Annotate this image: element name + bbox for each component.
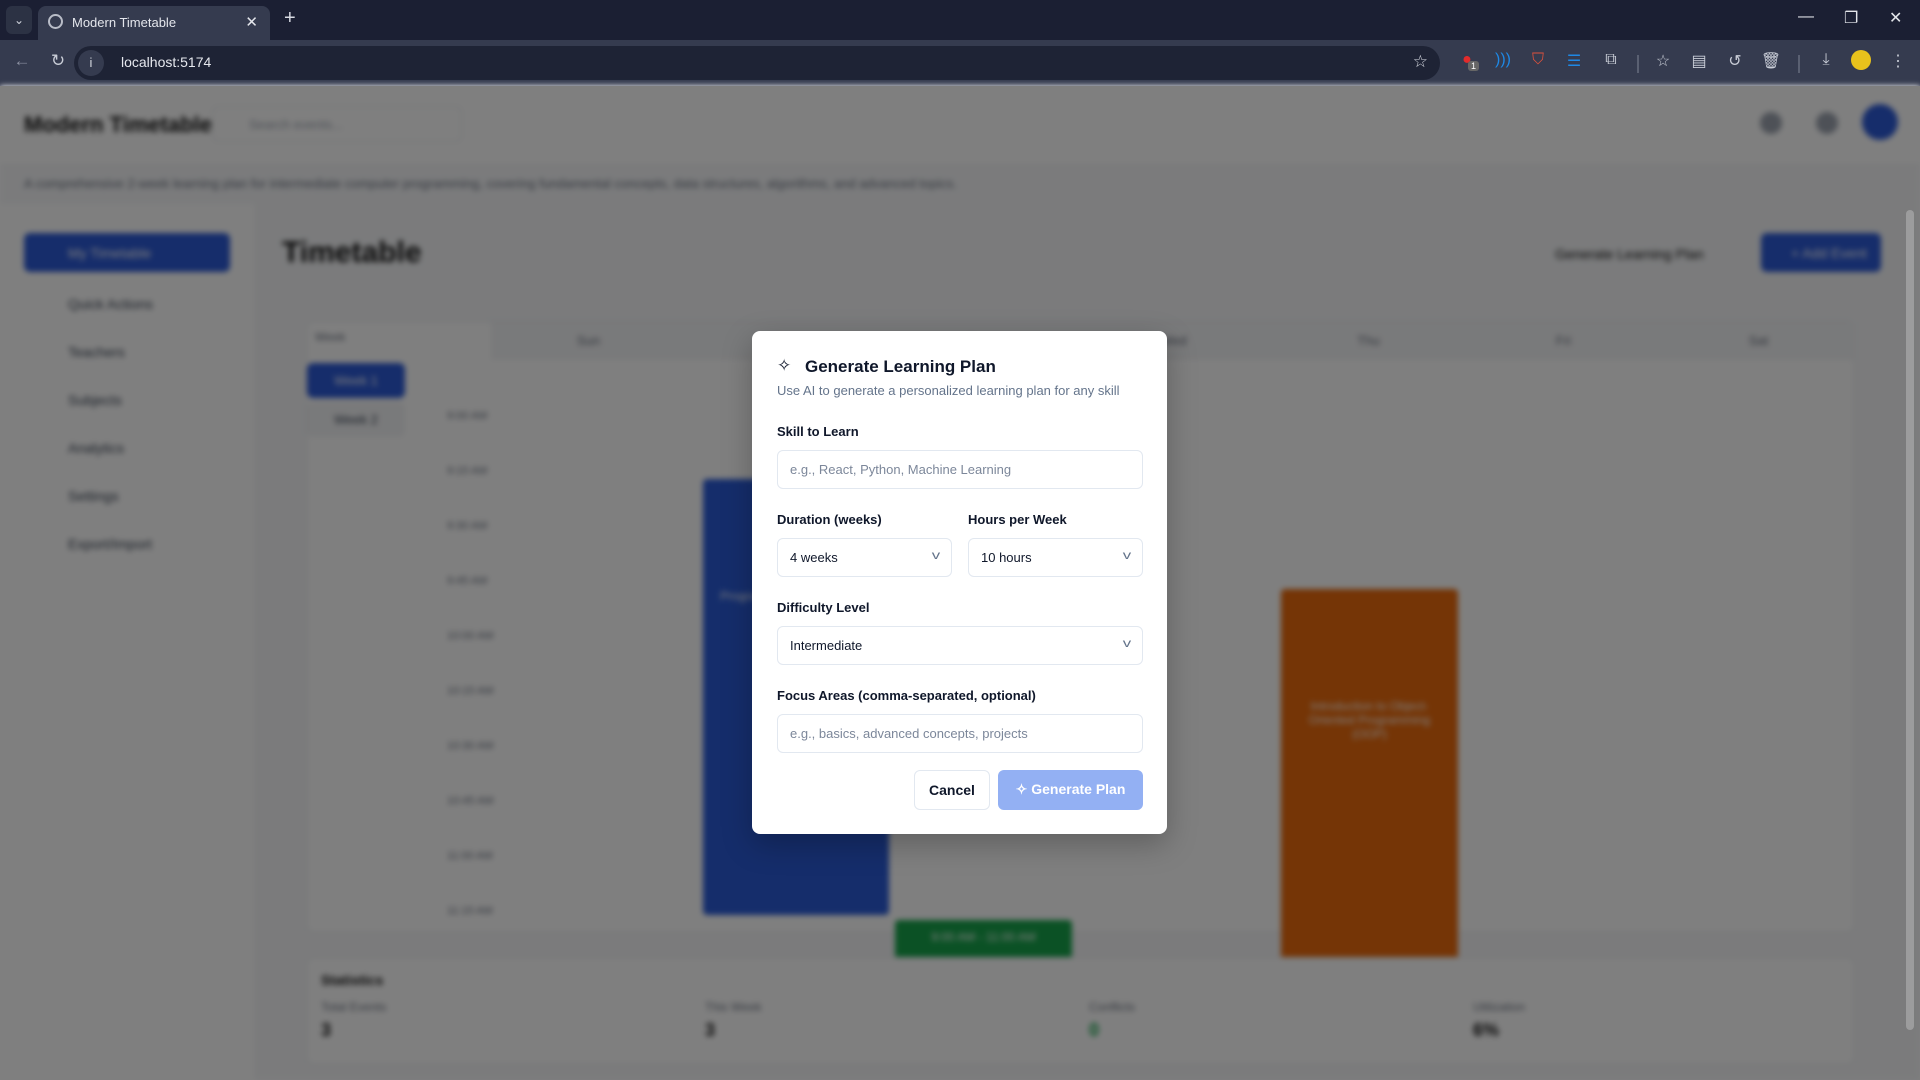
extension-badge: 1 [1468,61,1480,71]
menu-dots-icon[interactable]: ⋮ [1890,53,1906,70]
toolbar-divider [1637,55,1639,73]
browser-toolbar: ← ↻ i localhost:5174 ☆ ● 1 ))) ⛉ ☰ ⧉ ☆ ▤ … [0,40,1920,86]
extension-list-icon[interactable]: ☰ [1566,53,1582,70]
browser-tab[interactable]: Modern Timetable ✕ [38,6,270,40]
cancel-button[interactable]: Cancel [914,770,990,810]
chevron-down-icon: v [1122,636,1132,650]
focus-label: Focus Areas (comma-separated, optional) [777,688,1036,703]
close-tab-icon[interactable]: ✕ [245,14,258,31]
new-tab-button[interactable]: + [284,7,296,29]
address-bar[interactable]: i localhost:5174 ☆ [74,46,1440,80]
close-window-button[interactable]: ✕ [1889,10,1903,27]
extensions-puzzle-icon[interactable]: ⧉ [1605,51,1617,68]
toolbar-divider [1798,55,1800,73]
hours-label: Hours per Week [968,512,1067,527]
history-icon[interactable]: ↺ [1728,53,1742,70]
generate-plan-label: Generate Plan [1031,781,1126,797]
chevron-down-icon: v [1122,548,1132,562]
generate-plan-button[interactable]: ✧ Generate Plan [998,770,1143,810]
dialog-title: Generate Learning Plan [805,357,996,376]
focus-input[interactable]: e.g., basics, advanced concepts, project… [777,714,1143,753]
duration-value: 4 weeks [790,550,838,565]
browser-tab-strip: ⌄ Modern Timetable ✕ + — ❐ ✕ [0,0,1920,40]
hours-select[interactable]: 10 hours v [968,538,1143,577]
tab-title: Modern Timetable [72,15,177,30]
difficulty-value: Intermediate [790,638,863,653]
sparkles-icon: ✧ [1015,781,1032,797]
site-info-icon[interactable]: i [78,50,104,76]
dialog-subtitle: Use AI to generate a personalized learni… [777,383,1120,398]
skill-input[interactable]: e.g., React, Python, Machine Learning [777,450,1143,489]
reading-list-icon[interactable]: ▤ [1691,53,1707,70]
sparkles-icon: ✧ [777,356,792,375]
profile-avatar[interactable] [1851,50,1871,70]
minimize-button[interactable]: — [1798,8,1814,25]
extension-shield-icon[interactable]: ⛉ [1531,51,1544,68]
extension-wave-icon[interactable]: ))) [1495,51,1511,68]
extension-red-icon[interactable]: ● 1 [1456,51,1480,71]
download-icon[interactable]: ⤓ [1822,51,1830,68]
maximize-button[interactable]: ❐ [1844,10,1859,27]
reload-icon[interactable]: ↻ [50,51,66,70]
chevron-down-icon: v [931,548,941,562]
tab-search-button[interactable]: ⌄ [6,6,32,34]
favorites-icon[interactable]: ☆ [1655,53,1671,70]
difficulty-select[interactable]: Intermediate v [777,626,1143,665]
generate-learning-plan-dialog: ✧ Generate Learning Plan Use AI to gener… [752,331,1167,834]
back-icon[interactable]: ← [13,51,31,70]
page-scrollbar[interactable] [1906,210,1914,1030]
url-text: localhost:5174 [121,54,212,70]
difficulty-label: Difficulty Level [777,600,870,615]
globe-icon [48,14,63,29]
trash-icon[interactable]: 🗑 [1760,53,1782,70]
hours-value: 10 hours [981,550,1032,565]
bookmark-star-icon[interactable]: ☆ [1412,52,1428,71]
skill-label: Skill to Learn [777,424,859,439]
duration-label: Duration (weeks) [777,512,882,527]
duration-select[interactable]: 4 weeks v [777,538,952,577]
